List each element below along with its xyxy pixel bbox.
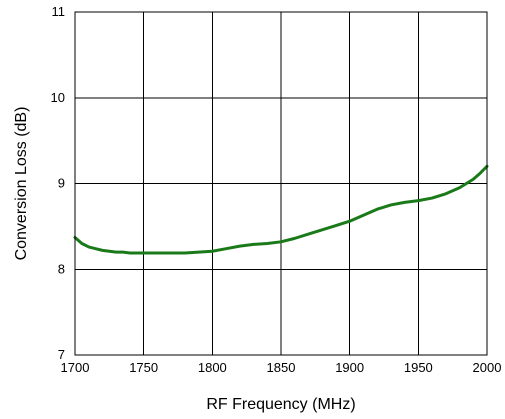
- y-tick-label-9: 9: [58, 176, 65, 191]
- y-tick-label-7: 7: [58, 347, 65, 362]
- x-tick-label-1900: 1900: [335, 360, 364, 375]
- x-tick-label-1950: 1950: [404, 360, 433, 375]
- x-axis-label: RF Frequency (MHz): [206, 396, 355, 413]
- x-tick-label-1700: 1700: [61, 360, 90, 375]
- y-tick-label-8: 8: [58, 261, 65, 276]
- y-axis-label: Conversion Loss (dB): [13, 107, 30, 261]
- conversion-loss-series-line: [73, 164, 489, 255]
- x-tick-label-1850: 1850: [267, 360, 296, 375]
- y-tick-label-10: 10: [51, 90, 65, 105]
- x-tick-label-1800: 1800: [198, 360, 227, 375]
- plot-frame: [74, 11, 488, 356]
- x-tick-label-1750: 1750: [129, 360, 158, 375]
- grid-lines: [74, 11, 488, 356]
- x-tick-label-2000: 2000: [473, 360, 502, 375]
- y-tick-labels: 7 8 9 10 11: [51, 4, 65, 362]
- x-tick-labels: 1700 1750 1800 1850 1900 1950 2000: [61, 360, 502, 375]
- y-tick-label-11: 11: [52, 4, 66, 19]
